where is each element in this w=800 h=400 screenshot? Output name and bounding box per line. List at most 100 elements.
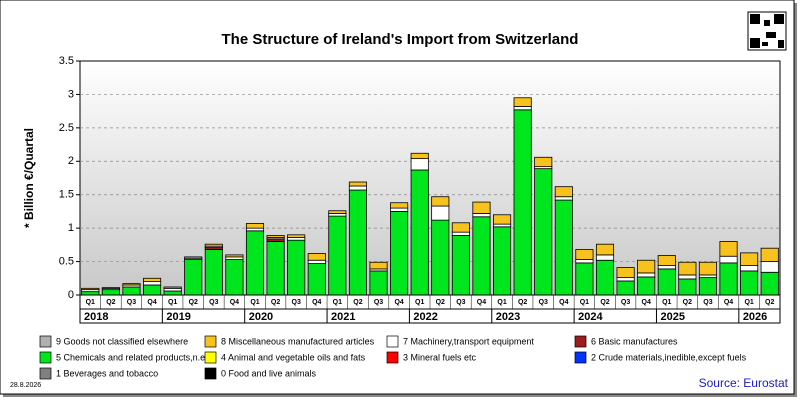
bar-segment (287, 237, 306, 241)
bar-segment (740, 270, 759, 296)
bar-segment (410, 169, 429, 296)
x-tick-label: Q1 (580, 299, 589, 306)
bar-segment (431, 205, 450, 221)
bar-segment (657, 265, 676, 270)
year-label: 2026 (743, 311, 767, 323)
bar-segment (287, 234, 306, 238)
legend-label: 7 Machinery,transport equipment (403, 336, 534, 346)
legend-label: 9 Goods not classified elsewhere (56, 336, 188, 346)
bar-segment (245, 223, 265, 229)
year-label: 2020 (249, 311, 273, 323)
x-tick-label: Q3 (621, 299, 630, 306)
x-tick-label: Q1 (415, 299, 424, 306)
x-tick-label: Q1 (497, 299, 506, 306)
qr-code (747, 11, 787, 51)
x-tick-label: Q3 (209, 299, 218, 306)
x-tick-label: Q4 (312, 299, 321, 306)
y-tick-label: 2 (68, 155, 74, 167)
y-tick-label: 1.5 (59, 189, 74, 201)
bar-segment (328, 213, 347, 217)
bar-segment (740, 252, 759, 266)
bar-segment (390, 202, 409, 209)
x-tick-label: Q2 (189, 299, 198, 306)
bar-segment (266, 235, 285, 238)
bar-segment (143, 281, 162, 286)
bar-segment (493, 214, 512, 225)
bar-segment (287, 239, 306, 296)
bar-segment (513, 106, 532, 111)
bar-segment (225, 254, 244, 258)
x-tick-label: Q1 (744, 299, 753, 306)
legend-swatch (204, 335, 217, 348)
bar-segment (348, 189, 367, 296)
bar-segment (595, 243, 615, 256)
bar-segment (760, 261, 779, 273)
year-label: 2019 (166, 311, 190, 323)
bar-segment (328, 215, 347, 296)
bar-segment (307, 263, 326, 296)
bar-segment (534, 156, 553, 168)
x-tick-label: Q1 (86, 299, 95, 306)
legend-label: 8 Miscellaneous manufactured articles (221, 336, 375, 346)
bar-segment (328, 210, 347, 214)
bar-segment (657, 268, 676, 296)
x-tick-label: Q3 (127, 299, 136, 306)
x-tick-label: Q3 (456, 299, 465, 306)
bar-segment (575, 259, 594, 264)
bar-segment (348, 185, 367, 191)
bar-segment (472, 201, 491, 214)
x-tick-label: Q3 (292, 299, 301, 306)
x-tick-label: Q4 (724, 299, 733, 306)
y-tick-label: 0 (68, 289, 74, 301)
bar-segment (81, 291, 100, 296)
x-tick-label: Q2 (600, 299, 609, 306)
x-tick-label: Q4 (230, 299, 239, 306)
bar-segment (245, 227, 265, 232)
y-tick-label: 0.5 (59, 255, 74, 267)
bar-segment (163, 290, 182, 296)
bar-segment (431, 196, 450, 207)
year-label: 2018 (84, 311, 108, 323)
bar-segment (225, 259, 244, 296)
year-label: 2022 (413, 311, 437, 323)
bar-segment (637, 276, 656, 296)
legend-label: 0 Food and live animals (221, 368, 317, 378)
bar-segment (554, 186, 573, 198)
bar-segment (637, 272, 656, 278)
bar-segment (760, 247, 779, 262)
x-tick-label: Q4 (147, 299, 156, 306)
legend-label: 6 Basic manufactures (591, 336, 678, 346)
bar-segment (266, 238, 285, 242)
x-tick-label: Q2 (106, 299, 115, 306)
bar-segment (163, 286, 182, 289)
source: Source: Eurostat (699, 376, 789, 390)
x-tick-label: Q2 (436, 299, 445, 306)
x-tick-label: Q2 (683, 299, 692, 306)
bar-segment (81, 287, 100, 291)
bar-segment (245, 230, 265, 296)
x-tick-label: Q4 (477, 299, 486, 306)
bar-segment (451, 235, 470, 296)
bar-segment (369, 270, 388, 296)
legend-swatch (39, 335, 52, 348)
x-tick-label: Q2 (271, 299, 280, 306)
bar-segment (204, 249, 223, 296)
bar-segment (143, 284, 162, 296)
legend-label: 2 Crude materials,inedible,except fuels (591, 352, 747, 362)
bar-segment (472, 213, 491, 218)
year-label: 2024 (578, 311, 603, 323)
x-tick-label: Q4 (559, 299, 568, 306)
y-tick-label: 3.5 (59, 55, 74, 67)
bar-segment (101, 287, 120, 289)
y-tick-label: 1 (68, 222, 74, 234)
legend-label: 3 Mineral fuels etc (403, 352, 477, 362)
x-tick-label: Q2 (353, 299, 362, 306)
x-tick-label: Q4 (394, 299, 403, 306)
bar-segment (307, 253, 326, 261)
bar-segment (554, 196, 573, 201)
bar-segment (390, 211, 409, 296)
bar-segment (595, 254, 615, 261)
bar-segment (431, 219, 450, 296)
x-tick-label: Q3 (703, 299, 712, 306)
